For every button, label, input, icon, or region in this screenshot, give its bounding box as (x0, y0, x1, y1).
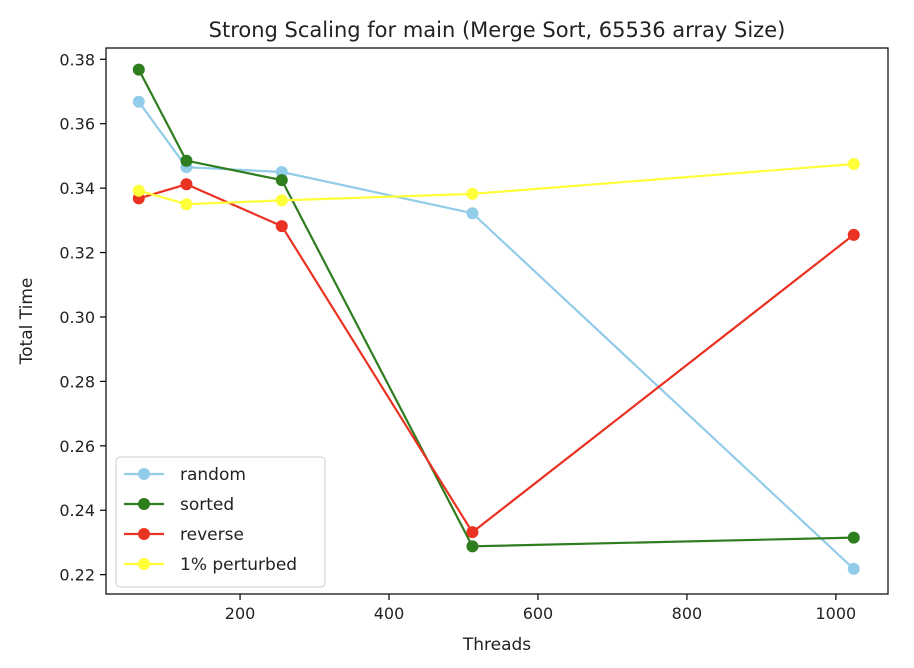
legend-label: random (180, 465, 246, 485)
x-tick-label: 200 (225, 604, 256, 623)
chart-title: Strong Scaling for main (Merge Sort, 655… (209, 18, 786, 42)
legend-marker-swatch (138, 558, 150, 570)
y-tick-label: 0.30 (59, 308, 95, 327)
data-point-1-perturbed (466, 187, 479, 200)
data-point-random (132, 95, 145, 108)
data-point-random (466, 207, 479, 220)
data-point-reverse (466, 526, 479, 539)
data-point-1-perturbed (275, 194, 288, 207)
legend: random sorted reverse 1% perturbed (115, 456, 326, 588)
series-layer (132, 63, 860, 575)
data-point-reverse (275, 220, 288, 233)
y-axis-ticks: 0.22 0.24 0.26 0.28 0.30 0.32 0.34 0.36 0.38 (59, 50, 106, 585)
legend-item: random (124, 465, 246, 485)
y-tick-label: 0.24 (59, 501, 95, 520)
data-point-sorted (847, 531, 860, 544)
y-tick-label: 0.36 (59, 115, 95, 134)
legend-item: 1% perturbed (124, 555, 297, 575)
legend-item: sorted (124, 495, 234, 515)
y-tick-label: 0.26 (59, 437, 95, 456)
data-point-sorted (180, 154, 193, 167)
y-tick-label: 0.22 (59, 566, 95, 585)
y-tick-label: 0.28 (59, 372, 95, 391)
data-point-1-perturbed (132, 184, 145, 197)
x-axis-label: Threads (462, 635, 531, 655)
legend-label: sorted (180, 495, 234, 515)
x-axis-ticks: 200 400 600 800 1000 (225, 594, 856, 623)
data-point-sorted (466, 540, 479, 553)
y-tick-label: 0.38 (59, 50, 95, 69)
legend-marker-swatch (138, 498, 150, 510)
legend-marker-swatch (138, 528, 150, 540)
x-tick-label: 400 (374, 604, 405, 623)
x-tick-label: 1000 (816, 604, 857, 623)
x-tick-label: 800 (672, 604, 703, 623)
data-point-reverse (180, 178, 193, 191)
y-axis-label: Total Time (17, 278, 37, 366)
data-point-1-perturbed (847, 157, 860, 170)
legend-label: reverse (180, 525, 244, 545)
y-tick-label: 0.32 (59, 244, 95, 263)
series-1-perturbed (132, 157, 860, 211)
legend-label: 1% perturbed (180, 555, 297, 575)
legend-item: reverse (124, 525, 244, 545)
data-point-random (847, 562, 860, 575)
data-point-reverse (847, 228, 860, 241)
data-point-1-perturbed (180, 198, 193, 211)
data-point-sorted (132, 63, 145, 76)
legend-marker-swatch (138, 468, 150, 480)
data-point-sorted (275, 174, 288, 187)
legend-box (115, 456, 326, 588)
x-tick-label: 600 (523, 604, 554, 623)
y-tick-label: 0.34 (59, 179, 95, 198)
series-sorted (132, 63, 860, 553)
